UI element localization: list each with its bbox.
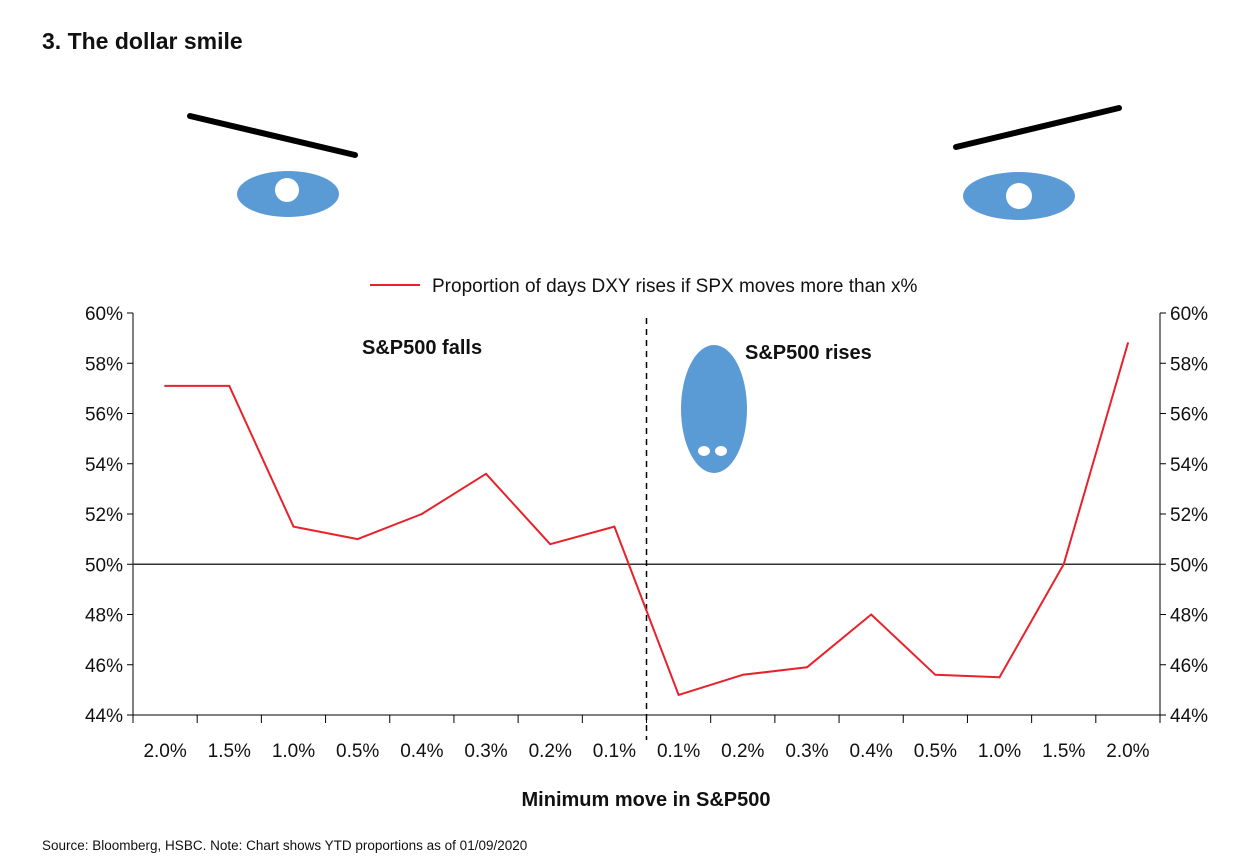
nostril-right: [715, 446, 727, 456]
x-tick-label: 0.4%: [850, 741, 893, 762]
x-axis-title: Minimum move in S&P500: [522, 789, 771, 811]
y-tick-label-right: 58%: [1170, 354, 1208, 375]
y-tick-label-left: 52%: [85, 505, 123, 526]
x-tick-label: 1.0%: [978, 741, 1021, 762]
data-point: [164, 384, 167, 387]
x-tick-label: 1.5%: [1042, 741, 1085, 762]
series-line: [165, 342, 1129, 696]
data-point: [292, 525, 295, 528]
nostril-left: [698, 446, 710, 456]
data-point: [805, 666, 808, 669]
x-tick-label: 2.0%: [1106, 741, 1149, 762]
y-tick-label-left: 44%: [85, 706, 123, 727]
x-tick-label: 1.0%: [272, 741, 315, 762]
legend-label: Proportion of days DXY rises if SPX move…: [432, 276, 918, 297]
data-point: [1126, 342, 1129, 345]
y-tick-label-right: 46%: [1170, 656, 1208, 677]
y-tick-label-left: 48%: [85, 606, 123, 627]
x-tick-label: 0.4%: [400, 741, 443, 762]
x-tick-label: 0.1%: [593, 741, 636, 762]
source-note: Source: Bloomberg, HSBC. Note: Chart sho…: [42, 838, 528, 853]
y-tick-label-left: 56%: [85, 405, 123, 426]
x-tick-label: 0.3%: [785, 741, 828, 762]
x-tick-label: 0.5%: [914, 741, 957, 762]
series-line-group: [164, 342, 1129, 696]
data-point: [998, 676, 1001, 679]
left-eyebrow: [187, 113, 358, 158]
x-tick-label: 0.3%: [464, 741, 507, 762]
data-point: [228, 384, 231, 387]
y-tick-label-left: 46%: [85, 656, 123, 677]
x-tick-label: 1.5%: [208, 741, 251, 762]
x-tick-label: 0.2%: [721, 741, 764, 762]
annotation-rises: S&P500 rises: [745, 342, 872, 364]
right-eyebrow: [953, 105, 1122, 150]
data-point: [934, 673, 937, 676]
y-tick-label-left: 54%: [85, 455, 123, 476]
data-point: [420, 513, 423, 515]
annotation-falls: S&P500 falls: [362, 337, 482, 359]
y-tick-label-right: 54%: [1170, 455, 1208, 476]
y-tick-label-left: 60%: [85, 304, 123, 325]
y-tick-label-right: 52%: [1170, 505, 1208, 526]
y-tick-label-right: 50%: [1170, 555, 1208, 576]
data-point: [356, 538, 359, 541]
data-point: [1062, 563, 1065, 566]
nose: [681, 345, 747, 473]
right-pupil: [1006, 183, 1032, 209]
face-decoration: [187, 105, 1122, 473]
y-tick-label-right: 60%: [1170, 304, 1208, 325]
data-point: [549, 543, 552, 546]
data-point: [870, 613, 873, 616]
legend: Proportion of days DXY rises if SPX move…: [370, 276, 918, 297]
data-point: [613, 525, 616, 528]
y-tick-label-right: 48%: [1170, 606, 1208, 627]
y-tick-label-right: 44%: [1170, 706, 1208, 727]
page-title: 3. The dollar smile: [42, 28, 243, 54]
x-tick-label: 0.2%: [529, 741, 572, 762]
y-tick-label-left: 58%: [85, 354, 123, 375]
y-tick-label-right: 56%: [1170, 405, 1208, 426]
y-tick-label-left: 50%: [85, 555, 123, 576]
x-tick-label: 0.1%: [657, 741, 700, 762]
x-tick-label: 2.0%: [143, 741, 186, 762]
left-pupil: [275, 178, 299, 202]
data-point: [677, 693, 680, 696]
x-tick-label: 0.5%: [336, 741, 379, 762]
data-point: [741, 673, 744, 676]
data-point: [485, 472, 488, 475]
axes: 44% 44% 46% 46% 48% 48% 50% 50% 52% 52% 54% 54% 56% 5…: [85, 304, 1208, 762]
